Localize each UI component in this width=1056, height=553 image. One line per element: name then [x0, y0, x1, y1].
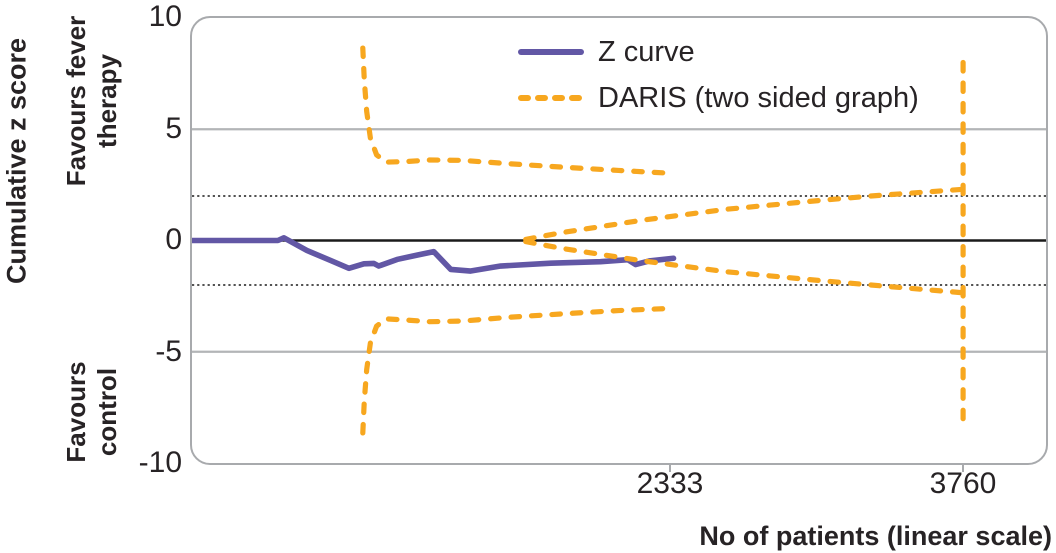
- legend: Z curve DARIS (two sided graph): [517, 29, 919, 121]
- z-curve-line-swatch: [518, 49, 584, 55]
- favours-fever-therapy-label: Favours fever therapy: [61, 16, 123, 187]
- daris-lower-boundary: [360, 305, 676, 436]
- daris-line-swatch: [518, 95, 584, 101]
- x-tick-mark-2333: [669, 463, 671, 472]
- daris-futility-lower: [523, 239, 966, 296]
- x-tick-mark-3760: [962, 463, 964, 472]
- x-axis-title: No of patients (linear scale): [699, 521, 1052, 551]
- legend-label-z-curve: Z curve: [598, 35, 695, 68]
- plot-area: [190, 16, 1048, 465]
- y-tick-label-5: 5: [165, 111, 182, 145]
- y-tick-label--10: -10: [138, 446, 182, 479]
- favours-fever-line1: Favours fever: [61, 15, 91, 187]
- y-tick-label-10: 10: [148, 0, 182, 33]
- daris-upper-boundary: [360, 45, 676, 176]
- x-tick-label-2333: 2333: [636, 467, 704, 500]
- daris-futility-upper: [523, 186, 966, 242]
- z-curve: [192, 235, 677, 274]
- y-tick-label--5: -5: [155, 334, 182, 368]
- y-tick-label-0: 0: [165, 223, 182, 256]
- x-tick-label-3760: 3760: [929, 467, 997, 500]
- favours-control-line1: Favours: [61, 361, 91, 463]
- legend-item-z-curve: Z curve: [517, 29, 919, 75]
- y-axis-title: Cumulative z score: [1, 37, 32, 285]
- legend-item-daris: DARIS (two sided graph): [517, 75, 919, 121]
- favours-fever-line2: therapy: [92, 54, 122, 148]
- chart-canvas: [192, 45, 1046, 436]
- legend-label-daris: DARIS (two sided graph): [598, 81, 919, 114]
